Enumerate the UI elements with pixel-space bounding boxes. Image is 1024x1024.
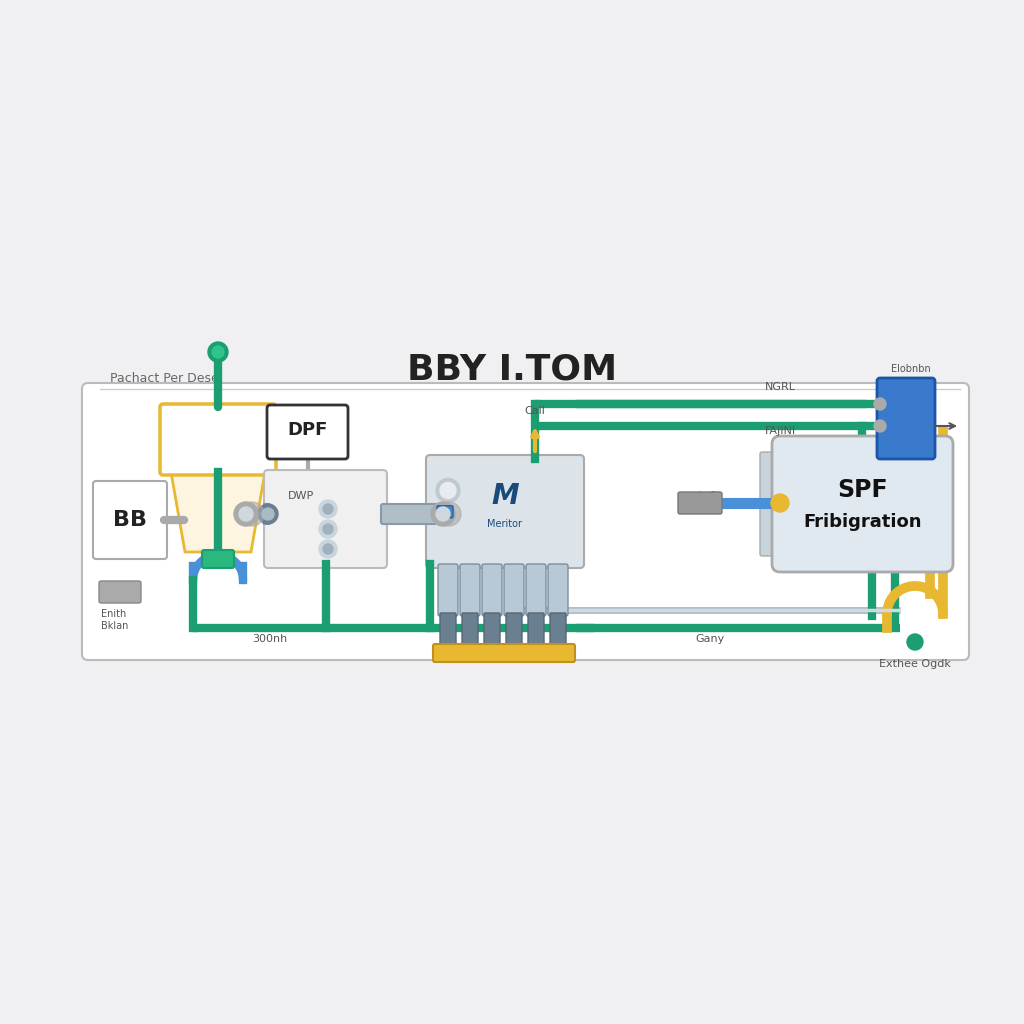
Text: Call: Call <box>524 406 546 416</box>
FancyBboxPatch shape <box>202 550 234 568</box>
FancyBboxPatch shape <box>460 564 480 616</box>
Circle shape <box>436 507 450 521</box>
Polygon shape <box>171 472 265 552</box>
FancyBboxPatch shape <box>772 436 953 572</box>
Circle shape <box>239 507 253 521</box>
FancyBboxPatch shape <box>381 504 440 524</box>
FancyBboxPatch shape <box>99 581 141 603</box>
FancyBboxPatch shape <box>760 452 784 556</box>
Text: Bklan: Bklan <box>101 621 128 631</box>
FancyBboxPatch shape <box>506 613 522 653</box>
Text: BBY I.TOM: BBY I.TOM <box>407 352 617 386</box>
FancyBboxPatch shape <box>550 613 566 653</box>
Text: DPF: DPF <box>288 421 328 439</box>
Text: Enith: Enith <box>101 609 126 618</box>
Circle shape <box>771 494 790 512</box>
FancyBboxPatch shape <box>548 564 568 616</box>
Text: FAJINI: FAJINI <box>765 426 796 436</box>
Text: Pachact Per Desel: Pachact Per Desel <box>110 373 222 385</box>
Text: BB: BB <box>113 510 147 530</box>
FancyBboxPatch shape <box>267 406 348 459</box>
Circle shape <box>234 502 258 526</box>
FancyBboxPatch shape <box>678 492 722 514</box>
FancyBboxPatch shape <box>93 481 167 559</box>
Text: Meritor: Meritor <box>487 519 522 529</box>
Circle shape <box>319 520 337 538</box>
Circle shape <box>431 502 455 526</box>
Circle shape <box>440 482 456 499</box>
Circle shape <box>212 346 224 358</box>
FancyBboxPatch shape <box>440 613 456 653</box>
Circle shape <box>258 504 278 524</box>
FancyBboxPatch shape <box>433 644 575 662</box>
Circle shape <box>323 544 333 554</box>
Circle shape <box>907 634 923 650</box>
FancyBboxPatch shape <box>528 613 544 653</box>
Text: SPF: SPF <box>838 477 888 502</box>
FancyBboxPatch shape <box>437 506 453 518</box>
Text: 300nh: 300nh <box>252 634 288 644</box>
FancyBboxPatch shape <box>426 455 584 568</box>
FancyBboxPatch shape <box>263 504 270 524</box>
FancyBboxPatch shape <box>877 378 935 459</box>
FancyBboxPatch shape <box>160 404 276 475</box>
FancyBboxPatch shape <box>482 564 502 616</box>
Text: Elobnbn: Elobnbn <box>891 364 931 374</box>
FancyBboxPatch shape <box>82 383 969 660</box>
Circle shape <box>874 398 886 410</box>
FancyBboxPatch shape <box>526 564 546 616</box>
Text: NGRL: NGRL <box>765 382 796 392</box>
FancyBboxPatch shape <box>462 613 478 653</box>
Text: Gany: Gany <box>695 634 725 644</box>
FancyBboxPatch shape <box>504 564 524 616</box>
Circle shape <box>208 342 228 362</box>
Circle shape <box>323 504 333 514</box>
Circle shape <box>323 524 333 534</box>
Text: Exthee Ogdk: Exthee Ogdk <box>879 659 951 669</box>
Text: M: M <box>492 481 519 510</box>
Circle shape <box>319 540 337 558</box>
Circle shape <box>240 502 264 526</box>
Text: DWP: DWP <box>288 490 314 501</box>
Circle shape <box>262 508 274 520</box>
Circle shape <box>874 420 886 432</box>
Text: Lefit: Lefit <box>697 490 722 501</box>
Circle shape <box>319 500 337 518</box>
Circle shape <box>436 478 460 503</box>
FancyBboxPatch shape <box>484 613 500 653</box>
Text: Fribigration: Fribigration <box>803 513 922 531</box>
FancyBboxPatch shape <box>264 470 387 568</box>
Circle shape <box>437 502 461 526</box>
FancyBboxPatch shape <box>438 564 458 616</box>
